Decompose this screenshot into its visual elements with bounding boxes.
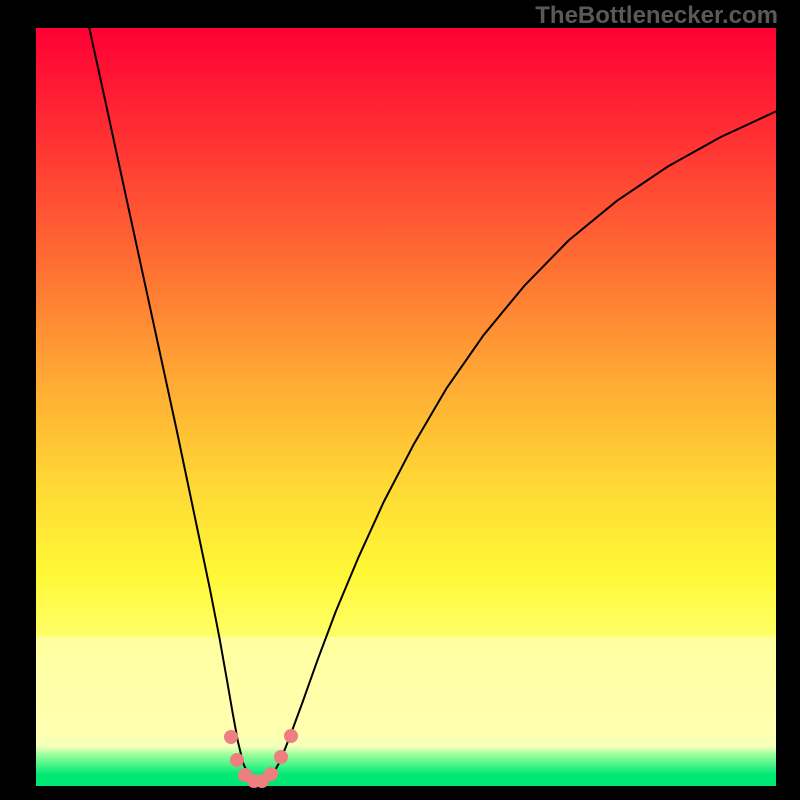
sweet-spot-marker: [224, 730, 238, 744]
markers-layer: [36, 28, 776, 786]
chart-frame: TheBottlenecker.com: [0, 0, 800, 800]
watermark-text: TheBottlenecker.com: [535, 2, 778, 30]
sweet-spot-marker: [230, 753, 244, 767]
sweet-spot-marker: [264, 767, 278, 781]
sweet-spot-marker: [274, 750, 288, 764]
sweet-spot-marker: [284, 729, 298, 743]
plot-area: [36, 28, 776, 786]
